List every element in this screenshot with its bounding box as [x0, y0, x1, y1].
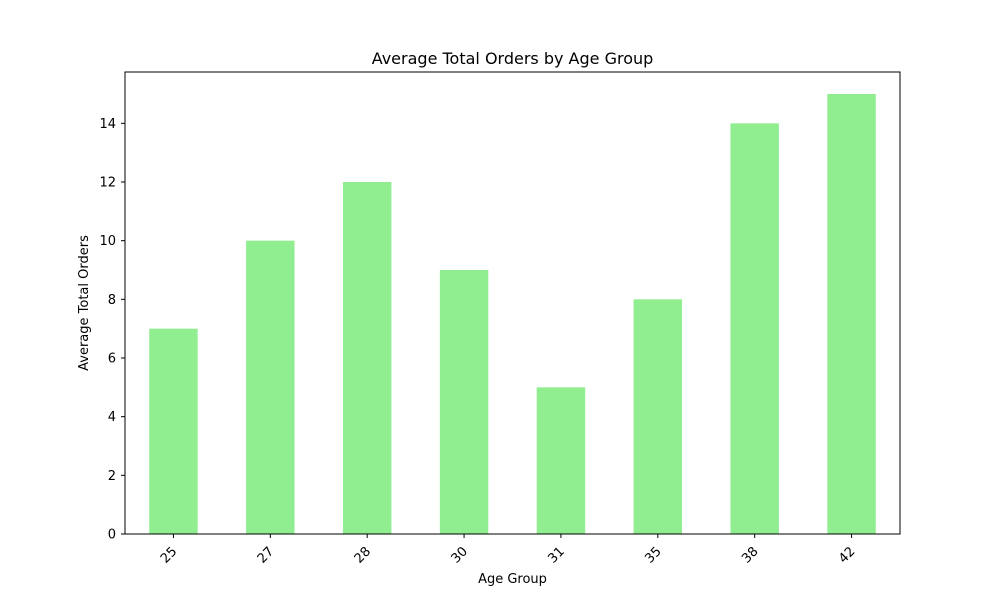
- bar-30: [439, 270, 489, 534]
- y-tick-label: 0: [108, 528, 116, 543]
- y-tick-label: 12: [99, 176, 116, 191]
- y-axis-label: Average Total Orders: [77, 235, 92, 371]
- bar-42: [827, 94, 876, 534]
- y-tick-label: 6: [108, 352, 116, 367]
- y-tick-label: 2: [108, 469, 116, 484]
- chart-title: Average Total Orders by Age Group: [372, 49, 654, 68]
- bars-group: [149, 94, 876, 534]
- bar-28: [342, 182, 392, 534]
- bar-27: [246, 240, 295, 534]
- plot-area-frame: [124, 71, 901, 535]
- x-axis-label: Age Group: [478, 572, 547, 587]
- bar-31: [536, 387, 586, 534]
- bar-25: [149, 328, 198, 534]
- y-tick-label: 10: [99, 234, 116, 249]
- bar-38: [730, 123, 779, 534]
- y-tick-label: 4: [108, 410, 116, 425]
- bar-35: [633, 299, 683, 534]
- y-tick-label: 8: [108, 293, 116, 308]
- y-tick-label: 14: [99, 117, 116, 132]
- y-axis-ticks: 0 2 4 6 8 10 12 14: [99, 117, 125, 543]
